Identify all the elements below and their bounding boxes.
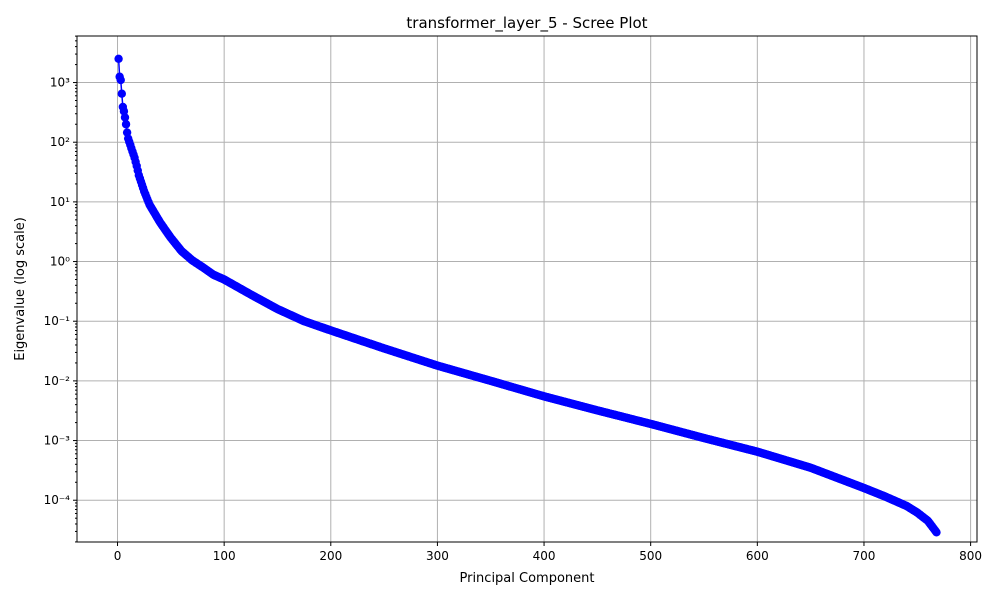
plot-frame (76, 35, 978, 543)
x-tick-label: 200 (319, 549, 342, 563)
x-tick-label: 300 (426, 549, 449, 563)
y-tick-label: 10⁰ (50, 255, 70, 269)
y-tick-label: 10⁻² (44, 374, 71, 388)
x-tick-label: 500 (639, 549, 662, 563)
y-tick-label: 10⁻³ (44, 434, 71, 448)
data-point (120, 113, 130, 122)
y-tick-label: 10² (50, 135, 70, 149)
data-points (114, 54, 941, 537)
x-tick-label: 0 (114, 549, 122, 563)
grid (77, 36, 977, 542)
x-tick-label: 700 (853, 549, 876, 563)
y-axis-ticks: 10⁻⁴ 10⁻³ 10⁻² 10⁻¹ 10⁰ 10¹ 10² 10³ (44, 35, 77, 543)
x-axis-ticks: 0 100 200 300 400 500 600 700 800 (114, 542, 982, 563)
data-point (116, 75, 125, 85)
y-axis-label: Eigenvalue (log scale) (13, 217, 28, 361)
data-point (121, 120, 131, 129)
data-point (119, 107, 129, 116)
y-tick-label: 10¹ (50, 195, 70, 209)
y-tick-label: 10⁻⁴ (44, 493, 71, 507)
data-point (932, 528, 941, 537)
x-tick-label: 100 (213, 549, 236, 563)
x-tick-label: 800 (959, 549, 982, 563)
y-tick-label: 10⁻¹ (44, 314, 71, 328)
x-axis-label: Principal Component (459, 571, 594, 586)
data-point (117, 89, 126, 98)
y-tick-label: 10³ (50, 76, 70, 90)
x-tick-label: 600 (746, 549, 769, 563)
x-tick-label: 400 (533, 549, 556, 563)
chart-title: transformer_layer_5 - Scree Plot (406, 14, 647, 33)
data-point (114, 54, 123, 63)
